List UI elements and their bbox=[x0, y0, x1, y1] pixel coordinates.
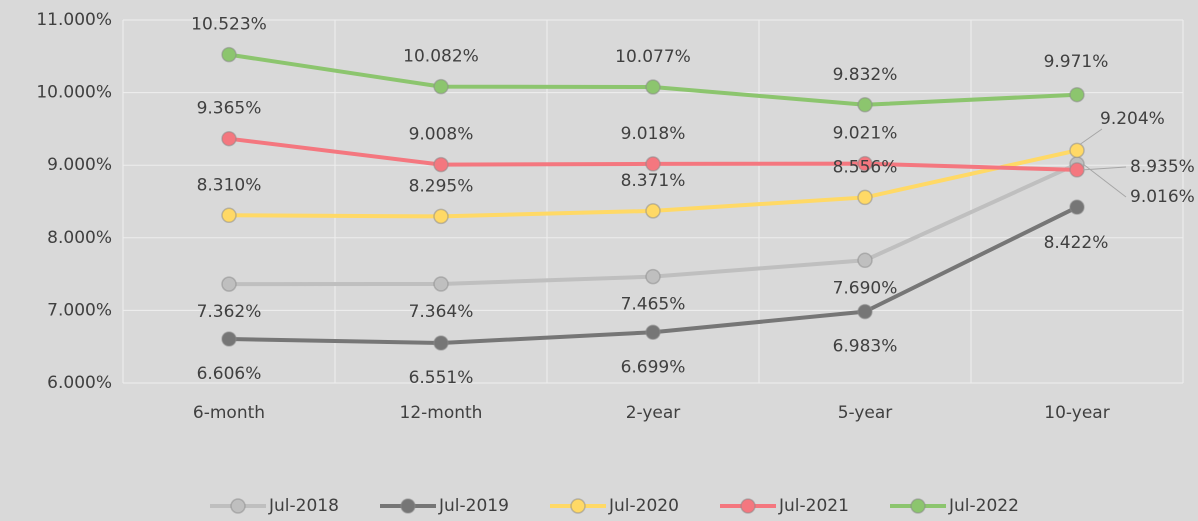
data-label: 8.935% bbox=[1130, 157, 1195, 177]
point-marker bbox=[645, 203, 661, 219]
point-marker bbox=[433, 276, 449, 292]
y-tick-label: 6.000% bbox=[47, 373, 112, 393]
legend-label: Jul-2019 bbox=[438, 496, 509, 516]
point-marker bbox=[645, 324, 661, 341]
data-label: 10.077% bbox=[615, 47, 691, 67]
legend-marker bbox=[570, 498, 586, 514]
legend-label: Jul-2021 bbox=[778, 496, 849, 516]
point-marker bbox=[221, 46, 237, 63]
y-tick-label: 7.000% bbox=[47, 300, 112, 320]
point-marker bbox=[645, 79, 661, 95]
y-tick-label: 11.000% bbox=[36, 10, 112, 30]
data-label: 10.082% bbox=[403, 47, 479, 67]
data-label: 9.204% bbox=[1100, 109, 1165, 129]
x-tick-label: 10-year bbox=[1044, 403, 1109, 423]
point-marker bbox=[857, 189, 873, 206]
data-label: 9.016% bbox=[1130, 187, 1195, 207]
data-label: 9.365% bbox=[197, 99, 262, 119]
data-label: 8.371% bbox=[621, 171, 686, 191]
data-label: 6.551% bbox=[409, 368, 474, 388]
point-marker bbox=[221, 331, 237, 347]
point-marker bbox=[1069, 142, 1085, 159]
legend-marker bbox=[740, 498, 756, 514]
data-label: 9.021% bbox=[833, 124, 898, 144]
point-marker bbox=[645, 156, 661, 172]
data-label: 9.008% bbox=[409, 125, 474, 145]
point-marker bbox=[1069, 162, 1085, 178]
point-marker bbox=[645, 268, 661, 285]
point-marker bbox=[433, 78, 449, 95]
data-label: 6.983% bbox=[833, 337, 898, 357]
point-marker bbox=[433, 156, 449, 173]
leader-line bbox=[1079, 128, 1103, 145]
data-label: 8.422% bbox=[1044, 233, 1109, 253]
data-label: 6.699% bbox=[621, 357, 686, 377]
data-label: 8.556% bbox=[833, 157, 898, 177]
point-marker bbox=[1069, 86, 1085, 103]
y-tick-label: 9.000% bbox=[47, 155, 112, 175]
legend-marker bbox=[400, 498, 416, 514]
data-label: 10.523% bbox=[191, 15, 267, 35]
x-tick-label: 5-year bbox=[838, 403, 893, 423]
legend-label: Jul-2018 bbox=[268, 496, 339, 516]
data-label: 6.606% bbox=[197, 364, 262, 384]
point-marker bbox=[221, 130, 237, 147]
data-label: 7.465% bbox=[621, 295, 686, 315]
point-marker bbox=[221, 276, 237, 292]
legend-label: Jul-2022 bbox=[948, 496, 1019, 516]
point-marker bbox=[1069, 199, 1085, 215]
legend-marker bbox=[230, 498, 246, 514]
data-label: 9.018% bbox=[621, 124, 686, 144]
x-tick-label: 12-month bbox=[400, 403, 483, 423]
point-marker bbox=[857, 97, 873, 113]
leader-line bbox=[1082, 166, 1127, 171]
data-label: 9.971% bbox=[1044, 52, 1109, 72]
point-marker bbox=[857, 252, 873, 269]
data-label: 9.832% bbox=[833, 65, 898, 85]
data-label: 8.295% bbox=[409, 176, 474, 196]
data-label: 8.310% bbox=[197, 175, 262, 195]
legend-marker bbox=[910, 498, 926, 514]
data-label: 7.690% bbox=[833, 278, 898, 298]
point-marker bbox=[857, 303, 873, 320]
point-marker bbox=[221, 207, 237, 224]
legend-label: Jul-2020 bbox=[608, 496, 679, 516]
point-marker bbox=[433, 208, 449, 225]
y-tick-label: 10.000% bbox=[36, 83, 112, 103]
point-marker bbox=[857, 155, 873, 172]
x-tick-label: 6-month bbox=[193, 403, 265, 423]
y-tick-label: 8.000% bbox=[47, 228, 112, 248]
point-marker bbox=[433, 335, 449, 351]
data-label: 7.362% bbox=[197, 302, 262, 322]
data-label: 7.364% bbox=[409, 302, 474, 322]
x-tick-label: 2-year bbox=[626, 403, 681, 423]
